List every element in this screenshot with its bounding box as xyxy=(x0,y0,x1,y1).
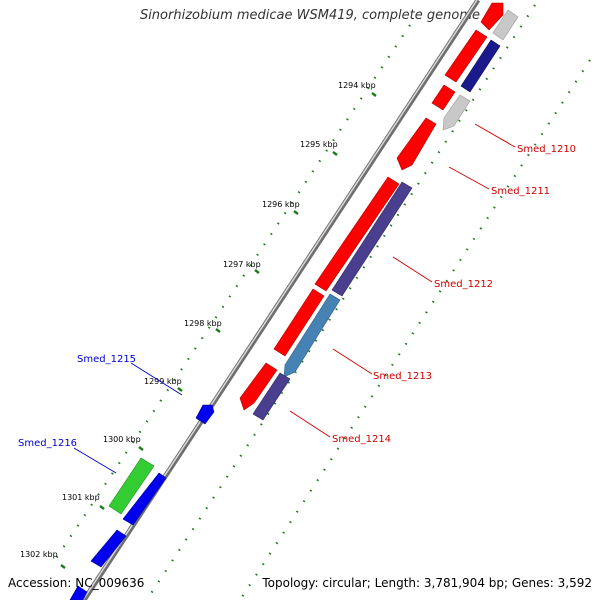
kbp-label: 1302 kbp xyxy=(20,550,58,559)
gene-feature[interactable] xyxy=(252,372,291,421)
gene-label-smed-1213[interactable]: Smed_1213 xyxy=(373,371,432,382)
gene-feature[interactable] xyxy=(480,2,504,31)
kbp-label: 1295 kbp xyxy=(300,140,338,149)
gene-feature[interactable] xyxy=(331,181,413,297)
accession-text: Accession: NC_009636 xyxy=(8,576,145,590)
kbp-label: 1298 kbp xyxy=(184,319,222,328)
kbp-label: 1297 kbp xyxy=(223,260,261,269)
gene-feature[interactable] xyxy=(396,117,437,171)
gene-feature[interactable] xyxy=(283,293,341,378)
kbp-label: 1296 kbp xyxy=(262,200,300,209)
gene-label-smed-1211[interactable]: Smed_1211 xyxy=(491,186,550,197)
gene-feature[interactable] xyxy=(122,472,167,526)
gene-feature[interactable] xyxy=(314,176,400,292)
gene-feature[interactable] xyxy=(444,29,488,83)
kbp-label: 1301 kbp xyxy=(62,493,100,502)
kbp-label: 1299 kbp xyxy=(144,377,182,386)
forward-genes xyxy=(239,2,504,411)
gene-labels: Smed_1210 Smed_1211 Smed_1212 Smed_1213 … xyxy=(18,144,576,449)
kbp-label: 1300 kbp xyxy=(103,435,141,444)
outer-dot-line xyxy=(54,24,411,561)
kbp-labels: 1294 kbp 1295 kbp 1296 kbp 1297 kbp 1298… xyxy=(20,81,376,559)
genome-title: Sinorhizobium medicae WSM419, complete g… xyxy=(139,8,480,23)
genome-summary: Topology: circular; Length: 3,781,904 bp… xyxy=(262,576,592,590)
gene-feature[interactable] xyxy=(492,9,519,41)
gene-label-smed-1216[interactable]: Smed_1216 xyxy=(18,438,77,449)
gene-feature[interactable] xyxy=(195,404,215,425)
lower-genes xyxy=(69,404,215,600)
gene-feature[interactable] xyxy=(69,585,88,600)
mid-dot-line xyxy=(149,4,536,596)
kbp-ticks xyxy=(60,92,377,569)
reverse-genes xyxy=(252,9,519,421)
gene-feature[interactable] xyxy=(460,39,501,93)
kbp-label: 1294 kbp xyxy=(338,81,376,90)
gene-feature[interactable] xyxy=(431,84,456,111)
gene-feature[interactable] xyxy=(239,362,278,411)
gene-feature[interactable] xyxy=(90,529,127,568)
label-leaders xyxy=(73,123,516,474)
gene-label-smed-1210[interactable]: Smed_1210 xyxy=(517,144,576,155)
gene-label-smed-1214[interactable]: Smed_1214 xyxy=(332,434,391,445)
gene-label-smed-1212[interactable]: Smed_1212 xyxy=(434,279,493,290)
gene-label-smed-1215[interactable]: Smed_1215 xyxy=(77,354,136,365)
gene-feature[interactable] xyxy=(273,288,325,357)
gene-feature[interactable] xyxy=(108,457,155,515)
gene-feature[interactable] xyxy=(442,94,471,131)
